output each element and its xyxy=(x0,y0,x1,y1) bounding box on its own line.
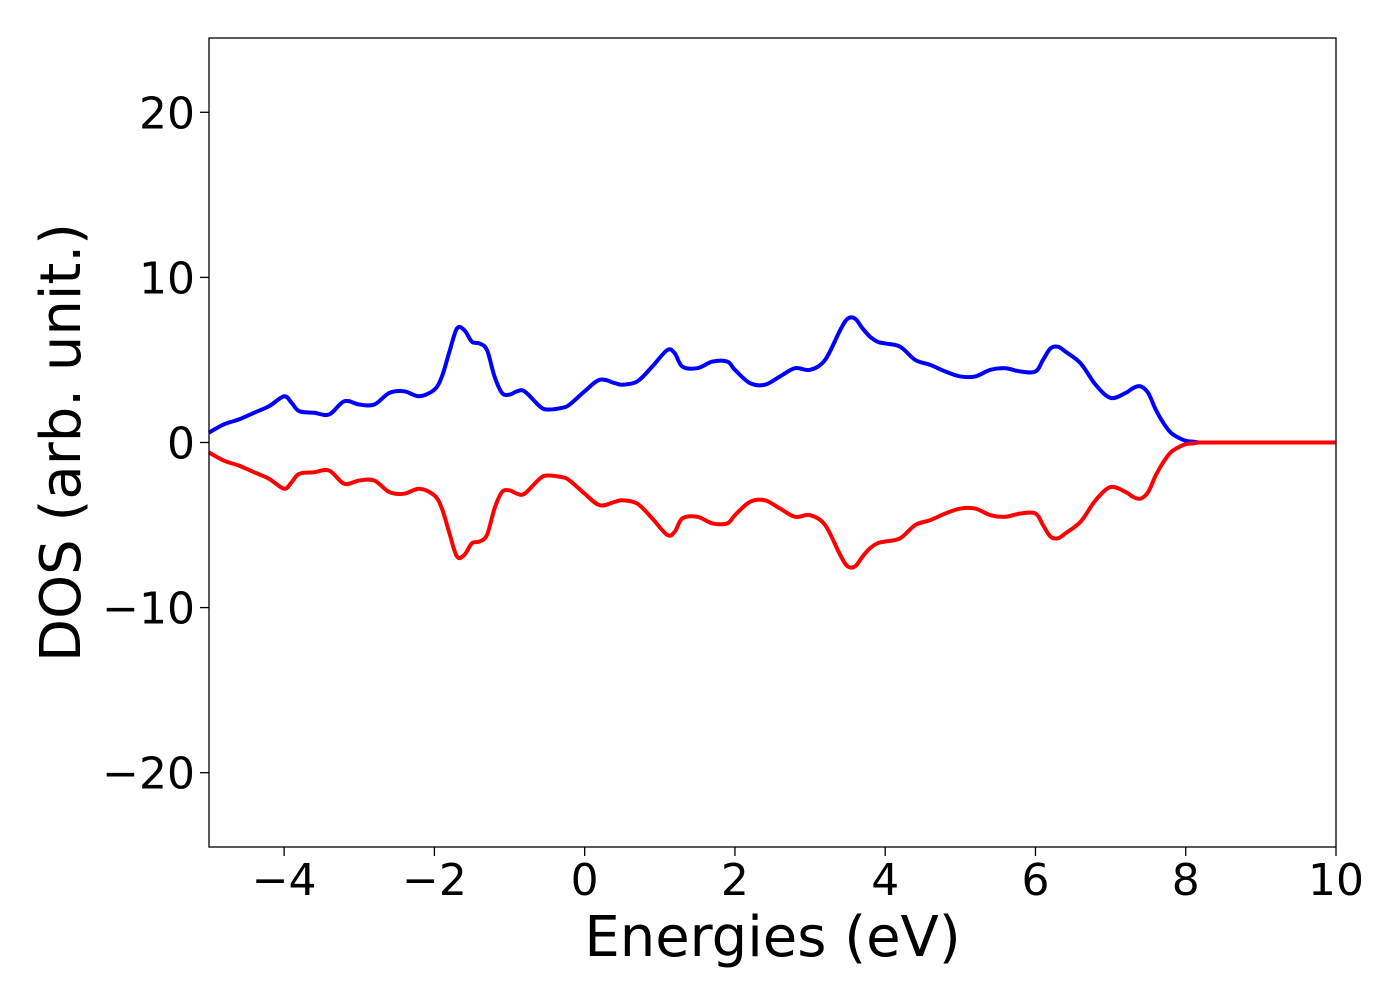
y-tick-label: 0 xyxy=(167,419,195,470)
series-line-1 xyxy=(208,440,1336,570)
series-layer xyxy=(208,315,1336,570)
x-tick-label: 2 xyxy=(721,855,749,906)
x-tick-label: −4 xyxy=(252,855,317,906)
x-tick-label: 10 xyxy=(1308,855,1364,906)
y-tick-label: 10 xyxy=(139,253,195,304)
series-line-0 xyxy=(208,315,1336,445)
x-tick-label: 6 xyxy=(1021,855,1049,906)
x-tick-label: 4 xyxy=(871,855,899,906)
x-tick-label: 8 xyxy=(1172,855,1200,906)
x-tick-label: −2 xyxy=(402,855,467,906)
plot-frame xyxy=(208,37,1337,848)
y-tick-label: −20 xyxy=(102,749,195,800)
y-tick-label: 20 xyxy=(139,88,195,139)
y-tick-label: −10 xyxy=(102,584,195,635)
x-tick-label: 0 xyxy=(571,855,599,906)
x-axis-label: Energies (eV) xyxy=(584,905,960,970)
y-axis-label: DOS (arb. unit.) xyxy=(29,223,94,662)
